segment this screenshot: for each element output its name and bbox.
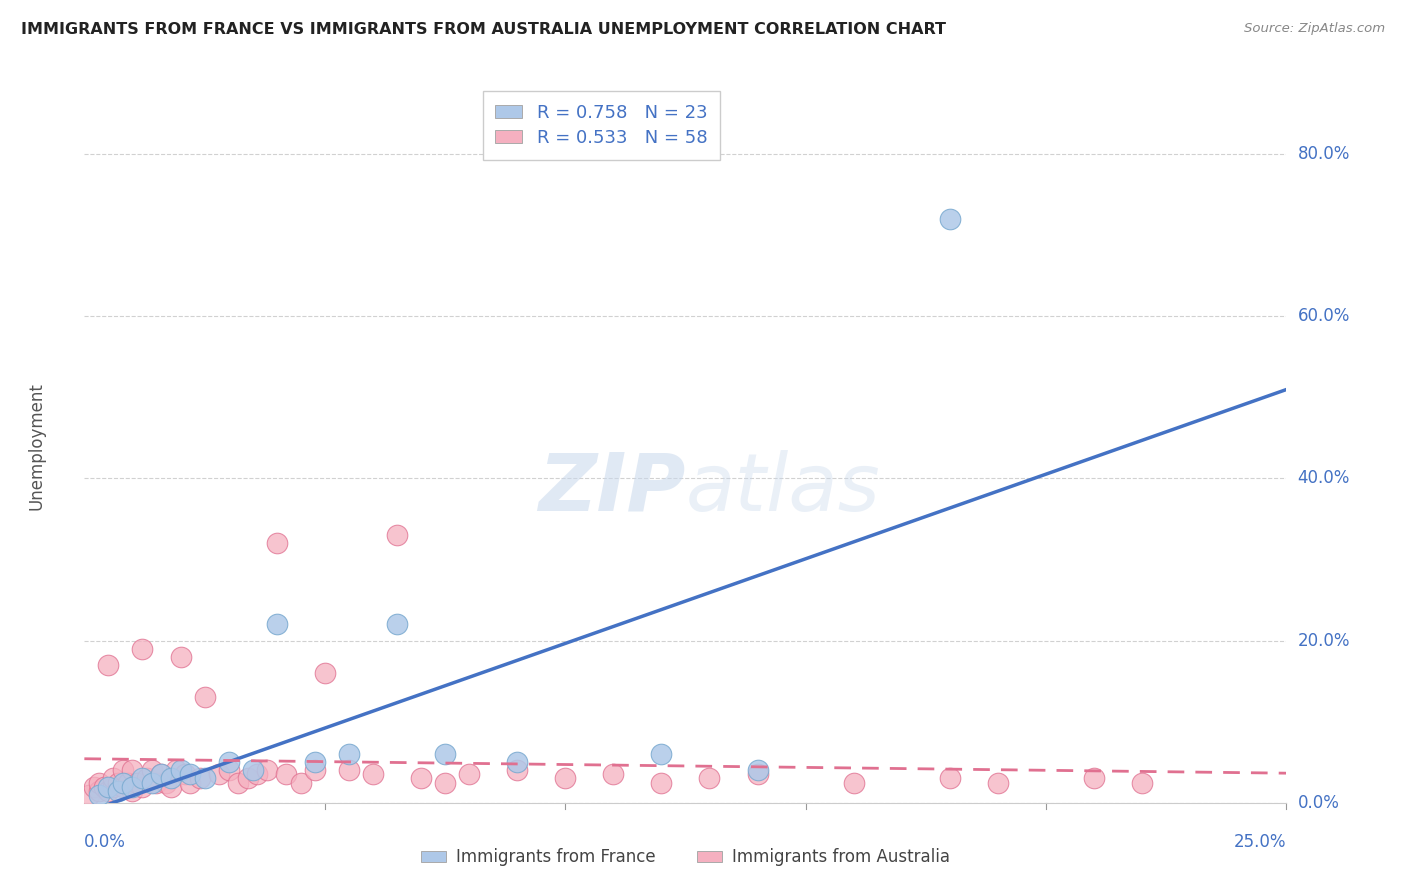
Point — [208, 767, 231, 781]
Point — [939, 211, 962, 226]
Point — [236, 772, 259, 786]
Point — [194, 772, 217, 786]
Point — [188, 772, 211, 786]
Point — [111, 775, 134, 789]
Point — [174, 767, 197, 781]
Point — [107, 783, 129, 797]
Point — [127, 775, 149, 789]
Text: 25.0%: 25.0% — [1234, 833, 1286, 851]
Point — [256, 764, 278, 778]
Point — [135, 772, 157, 786]
Point — [434, 747, 457, 761]
Text: 60.0%: 60.0% — [1298, 307, 1350, 326]
Point — [179, 767, 201, 781]
Point — [226, 775, 249, 789]
Text: 80.0%: 80.0% — [1298, 145, 1350, 163]
Point — [87, 783, 110, 797]
Point — [276, 767, 298, 781]
Point — [304, 764, 326, 778]
Point — [747, 767, 769, 781]
Point — [409, 772, 432, 786]
Point — [121, 780, 143, 794]
Point — [218, 764, 240, 778]
Point — [747, 764, 769, 778]
Point — [1083, 772, 1105, 786]
Point — [111, 764, 134, 778]
Point — [650, 775, 672, 789]
Point — [117, 775, 139, 789]
Point — [506, 756, 529, 770]
Point — [939, 772, 962, 786]
Point — [1130, 775, 1153, 789]
Point — [165, 764, 187, 778]
Point — [385, 528, 408, 542]
Point — [131, 780, 153, 794]
Point — [160, 772, 183, 786]
Point — [266, 536, 288, 550]
Point — [97, 783, 120, 797]
Point — [141, 764, 163, 778]
Point — [107, 775, 129, 789]
Point — [266, 617, 288, 632]
Point — [337, 747, 360, 761]
Point — [83, 780, 105, 794]
Point — [314, 666, 336, 681]
Point — [842, 775, 865, 789]
Text: 0.0%: 0.0% — [84, 833, 127, 851]
Text: Unemployment: Unemployment — [27, 382, 45, 510]
Point — [179, 775, 201, 789]
Point — [93, 780, 115, 794]
Point — [699, 772, 721, 786]
Point — [97, 657, 120, 672]
Point — [111, 780, 134, 794]
Point — [385, 617, 408, 632]
Point — [87, 775, 110, 789]
Point — [169, 764, 191, 778]
Point — [97, 780, 120, 794]
Point — [987, 775, 1010, 789]
Point — [458, 767, 481, 781]
Point — [160, 780, 183, 794]
Point — [103, 780, 125, 794]
Text: 20.0%: 20.0% — [1298, 632, 1350, 649]
Point — [337, 764, 360, 778]
Text: 40.0%: 40.0% — [1298, 469, 1350, 487]
Point — [290, 775, 312, 789]
Point — [650, 747, 672, 761]
Point — [434, 775, 457, 789]
Text: atlas: atlas — [686, 450, 880, 528]
Text: Source: ZipAtlas.com: Source: ZipAtlas.com — [1244, 22, 1385, 36]
Text: 0.0%: 0.0% — [1298, 794, 1340, 812]
Point — [506, 764, 529, 778]
Point — [131, 772, 153, 786]
Point — [554, 772, 576, 786]
Legend: Immigrants from France, Immigrants from Australia: Immigrants from France, Immigrants from … — [415, 842, 956, 873]
Point — [246, 767, 269, 781]
Point — [242, 764, 264, 778]
Text: IMMIGRANTS FROM FRANCE VS IMMIGRANTS FROM AUSTRALIA UNEMPLOYMENT CORRELATION CHA: IMMIGRANTS FROM FRANCE VS IMMIGRANTS FRO… — [21, 22, 946, 37]
Point — [141, 775, 163, 789]
Point — [77, 788, 100, 802]
Point — [169, 649, 191, 664]
Point — [150, 767, 173, 781]
Point — [218, 756, 240, 770]
Point — [103, 772, 125, 786]
Text: ZIP: ZIP — [538, 450, 686, 528]
Point — [602, 767, 624, 781]
Point — [145, 775, 167, 789]
Point — [150, 767, 173, 781]
Point — [155, 775, 177, 789]
Point — [304, 756, 326, 770]
Point — [121, 764, 143, 778]
Point — [361, 767, 384, 781]
Point — [121, 783, 143, 797]
Point — [131, 641, 153, 656]
Point — [87, 788, 110, 802]
Point — [194, 690, 217, 705]
